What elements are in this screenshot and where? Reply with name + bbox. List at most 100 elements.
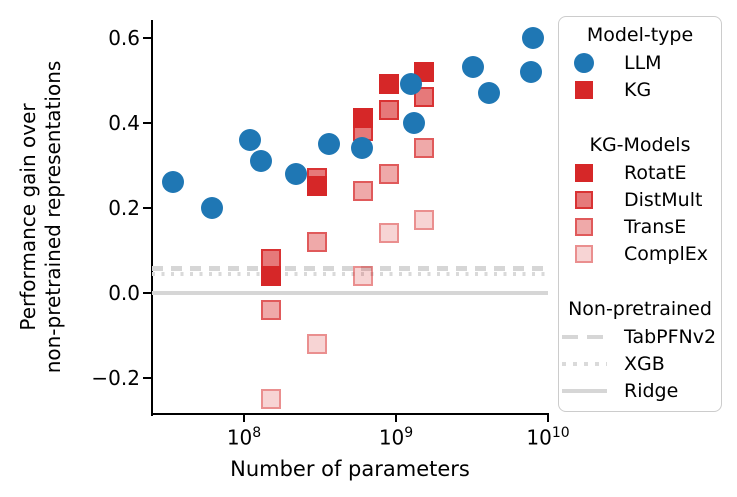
distmult-point: [379, 99, 399, 120]
transe-point: [379, 163, 399, 184]
rotate-marker-icon: [575, 163, 593, 182]
legend-title-model-type: Model-type: [586, 24, 694, 46]
legend-item-rotate: RotatE: [567, 159, 713, 186]
legend-item-tabpfnv2: TabPFNv2: [561, 323, 717, 350]
y-tick: [143, 376, 151, 379]
tabpfnv2-reference-line: [152, 265, 548, 271]
complex-point: [353, 265, 374, 286]
llm-point: [461, 56, 484, 79]
y-tick-label: 0.0: [108, 280, 140, 305]
legend-item-label: TransE: [624, 215, 687, 238]
xgb-line-icon: [561, 361, 607, 366]
x-tick-label: 1010: [526, 425, 570, 450]
y-tick: [143, 206, 151, 209]
llm-point: [522, 26, 545, 49]
legend-section-kg-models: RotatE DistMult TransE ComplEx: [567, 159, 713, 267]
transe-point: [306, 231, 327, 252]
x-tick-label: 108: [226, 425, 262, 450]
distmult-marker-icon: [575, 190, 593, 209]
y-tick: [143, 36, 151, 39]
complex-point: [414, 210, 435, 231]
legend-item-label: TabPFNv2: [624, 325, 717, 348]
x-tick: [547, 415, 549, 422]
legend-marker-col: [567, 190, 601, 209]
rotate-point: [379, 74, 399, 95]
llm-point: [519, 60, 542, 83]
legend: Model-type LLM KG KG-Models RotatE DistMul…: [558, 16, 722, 412]
complex-marker-icon: [575, 244, 593, 263]
y-axis-label-line2: non-pretrained representations: [41, 60, 65, 374]
legend-item-label: Ridge: [624, 379, 679, 402]
y-tick-label: 0.4: [108, 110, 140, 135]
tabpfnv2-line-icon: [561, 334, 607, 339]
legend-gap: [567, 267, 713, 296]
legend-gap: [567, 103, 713, 132]
transe-marker-icon: [575, 217, 593, 236]
ridge-line-icon: [561, 388, 607, 393]
complex-point: [260, 388, 281, 409]
y-axis-label: Performance gain over non-pretrained rep…: [16, 61, 66, 374]
transe-point: [353, 180, 374, 201]
llm-point: [317, 132, 340, 155]
legend-section-non-pretrained: TabPFNv2 XGB Ridge: [561, 323, 717, 404]
legend-marker-col: [561, 334, 607, 339]
legend-marker-col: [561, 388, 607, 393]
transe-point: [260, 299, 281, 320]
legend-item-label: DistMult: [624, 188, 703, 211]
legend-item-label: XGB: [624, 352, 665, 375]
legend-item-transe: TransE: [567, 213, 713, 240]
complex-point: [306, 333, 327, 354]
x-tick: [243, 415, 245, 422]
x-axis-label: Number of parameters: [230, 457, 470, 481]
rotate-point: [306, 176, 327, 197]
llm-point: [351, 137, 374, 159]
legend-item-label: KG: [624, 78, 652, 101]
xgb-reference-line: [152, 272, 548, 277]
llm-point: [201, 196, 224, 219]
legend-item-llm: LLM: [567, 49, 713, 76]
complex-point: [379, 223, 399, 243]
distmult-point: [414, 87, 435, 107]
y-tick: [143, 291, 151, 294]
legend-marker-col: [567, 80, 601, 99]
y-tick-label: −0.2: [91, 365, 140, 390]
legend-item-kg: KG: [567, 76, 713, 103]
rotate-point: [260, 265, 281, 286]
y-tick-label: 0.6: [108, 25, 140, 50]
legend-section-model-type: LLM KG: [567, 49, 713, 103]
legend-marker-col: [567, 244, 601, 263]
legend-marker-col: [567, 217, 601, 236]
llm-point: [161, 171, 184, 193]
legend-marker-col: [561, 361, 607, 366]
transe-point: [414, 138, 435, 158]
legend-item-complex: ComplEx: [567, 240, 713, 267]
legend-item-label: RotatE: [624, 161, 687, 184]
y-tick: [143, 121, 151, 124]
y-axis-label-line1: Performance gain over: [16, 103, 40, 331]
llm-point: [403, 111, 426, 134]
legend-marker-col: [567, 52, 601, 73]
llm-point: [400, 73, 423, 96]
legend-title-kg-models: KG-Models: [589, 134, 691, 156]
llm-point: [250, 149, 273, 172]
legend-item-label: ComplEx: [624, 242, 708, 265]
legend-item-ridge: Ridge: [561, 377, 713, 404]
llm-point: [239, 128, 262, 151]
llm-point: [478, 81, 501, 104]
y-axis-spine: [151, 20, 153, 416]
plot-area: [152, 20, 548, 414]
legend-item-xgb: XGB: [561, 350, 713, 377]
kg-marker-icon: [575, 80, 593, 99]
llm-marker-icon: [574, 52, 594, 73]
ridge-reference-line: [152, 290, 548, 295]
llm-point: [285, 162, 308, 185]
y-tick-label: 0.2: [108, 195, 140, 220]
legend-item-distmult: DistMult: [567, 186, 713, 213]
x-tick: [395, 415, 397, 422]
legend-marker-col: [567, 163, 601, 182]
legend-title-non-pretrained: Non-pretrained: [568, 298, 712, 320]
legend-item-label: LLM: [624, 51, 662, 74]
x-axis-spine: [151, 413, 549, 415]
x-tick-label: 109: [378, 425, 414, 450]
